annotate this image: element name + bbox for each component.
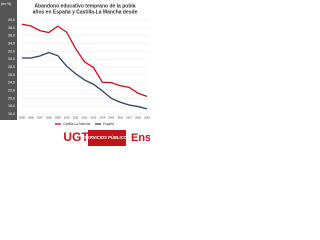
legend-label: España: [103, 122, 114, 126]
footer-sector: Ense: [131, 132, 150, 144]
chart-subtitle: años en España y Castilla-La Mancha desd…: [33, 9, 138, 15]
y-tick-label: 26,0: [8, 73, 15, 77]
y-tick-label: 20,0: [8, 96, 15, 100]
x-tick-label: 2010: [64, 116, 70, 120]
y-tick-label: 16,0: [8, 112, 15, 116]
footer-logo: UGT: [63, 130, 89, 144]
page: {"chart_data":{"type":"line", "title":"A…: [0, 0, 150, 150]
y-tick-label: 34,0: [8, 41, 15, 45]
x-tick-label: 2016: [117, 116, 123, 120]
footer-band: [88, 130, 126, 146]
footer-union: SERVICIOS PÚBLICOS: [84, 135, 130, 140]
y-axis-band: [0, 0, 17, 120]
y-axis-title: (en %): [1, 2, 11, 6]
y-tick-label: 40,0: [8, 18, 15, 22]
x-tick-label: 2013: [91, 116, 97, 120]
x-tick-label: 2007: [37, 116, 43, 120]
legend-label: Castilla-La Mancha: [63, 122, 91, 126]
y-tick-label: 32,0: [8, 49, 15, 53]
line: [21, 23, 148, 97]
x-tick-label: 2005: [19, 116, 25, 120]
y-tick-label: 36,0: [8, 34, 15, 38]
line: [22, 51, 148, 110]
x-tick-label: 2011: [73, 116, 79, 120]
x-tick-label: 2009: [55, 116, 61, 120]
x-tick-label: 2015: [108, 116, 114, 120]
x-tick-label: 2019: [144, 116, 150, 120]
y-tick-label: 18,0: [8, 104, 15, 108]
x-tick-label: 2018: [135, 116, 141, 120]
y-tick-label: 24,0: [8, 81, 15, 85]
chart-title: Abandono educativo temprano de la pobla: [34, 3, 135, 9]
y-tick-label: 38,0: [8, 26, 15, 30]
x-tick-label: 2014: [99, 116, 105, 120]
y-tick-label: 30,0: [8, 57, 15, 61]
x-tick-label: 2006: [28, 116, 34, 120]
y-tick-label: 28,0: [8, 65, 15, 69]
x-tick-label: 2012: [82, 116, 88, 120]
y-tick-label: 22,0: [8, 88, 15, 92]
x-tick-label: 2008: [46, 116, 52, 120]
x-tick-label: 2017: [126, 116, 132, 120]
chart: (en %) Abandono educativo temprano de la…: [0, 0, 150, 146]
